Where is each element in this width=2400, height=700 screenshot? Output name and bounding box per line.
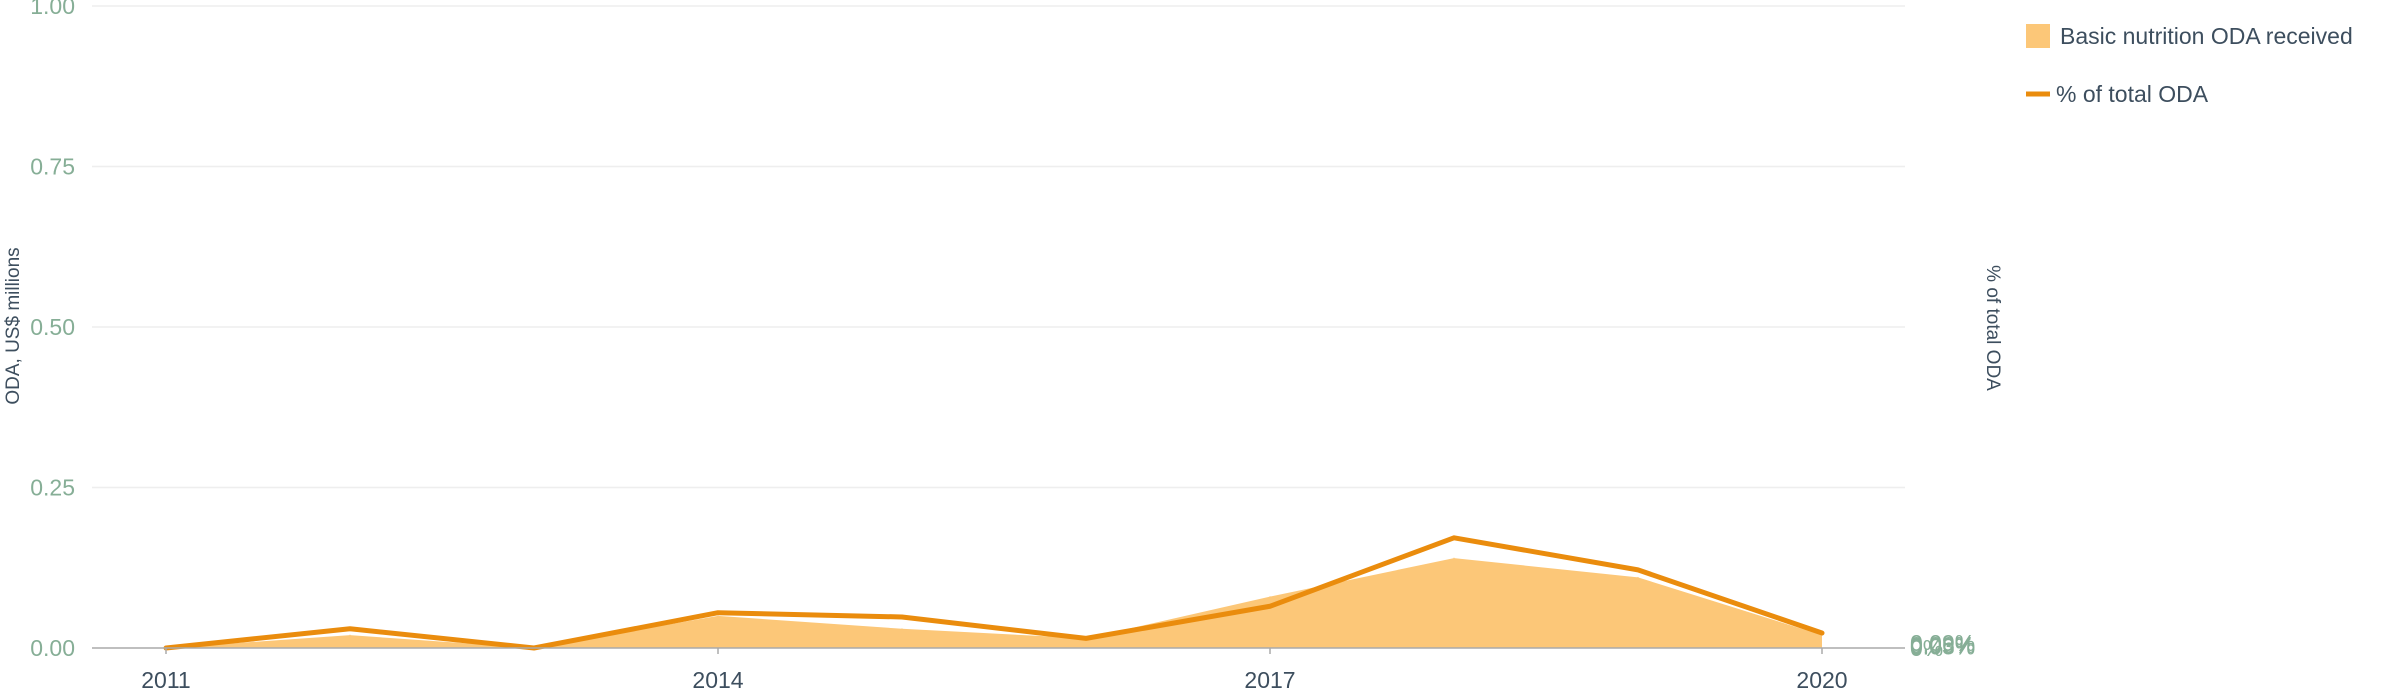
right-axis-title: % of total ODA [1982, 265, 2003, 391]
line-point [1637, 569, 1639, 571]
area-point [349, 634, 351, 636]
line-point [1453, 537, 1455, 539]
left-axis-title: ODA, US$ millions [3, 247, 24, 404]
line-point [901, 616, 903, 618]
left-tick-label: 0.50 [30, 314, 75, 340]
line-series-pct-total-oda [163, 535, 1825, 651]
x-tick-label: 2020 [1796, 667, 1847, 693]
area-point [1637, 576, 1639, 578]
line-point [1085, 637, 1087, 639]
gridlines [92, 5, 1905, 489]
legend: Basic nutrition ODA received % of total … [2026, 23, 2353, 107]
line-point [717, 612, 719, 614]
legend-swatch-area [2026, 24, 2050, 48]
left-tick-label: 0.25 [30, 475, 75, 501]
line-point [1269, 605, 1271, 607]
legend-label-line: % of total ODA [2056, 81, 2209, 107]
right-tick-label: 0% [1910, 635, 1943, 661]
area-point [901, 628, 903, 630]
axes: 0.00 0.25 0.50 0.75 1.00 0%0.03%0.06%0.09% 201… [30, 0, 1975, 693]
right-tick-label: 0.03% [1910, 633, 1975, 659]
x-tick-label: 2017 [1244, 667, 1295, 693]
left-tick-label: 0.75 [30, 154, 75, 180]
legend-item-area[interactable]: Basic nutrition ODA received [2026, 23, 2353, 49]
x-tick-label: 2011 [141, 667, 190, 693]
legend-item-line[interactable]: % of total ODA [2026, 81, 2209, 107]
right-tick-label: 0.09% [1910, 630, 1975, 656]
area-point [1453, 557, 1455, 559]
line-point [1821, 632, 1823, 634]
right-tick-label: 0.06% [1910, 632, 1975, 658]
area-series-basic-nutrition [166, 558, 1822, 648]
x-tick-label: 2014 [692, 667, 743, 693]
left-tick-label: 1.00 [30, 0, 75, 19]
left-tick-label: 0.00 [30, 635, 75, 661]
area-point [717, 615, 719, 617]
line-point [349, 628, 351, 630]
legend-label-area: Basic nutrition ODA received [2060, 23, 2353, 49]
area-point [1269, 596, 1271, 598]
